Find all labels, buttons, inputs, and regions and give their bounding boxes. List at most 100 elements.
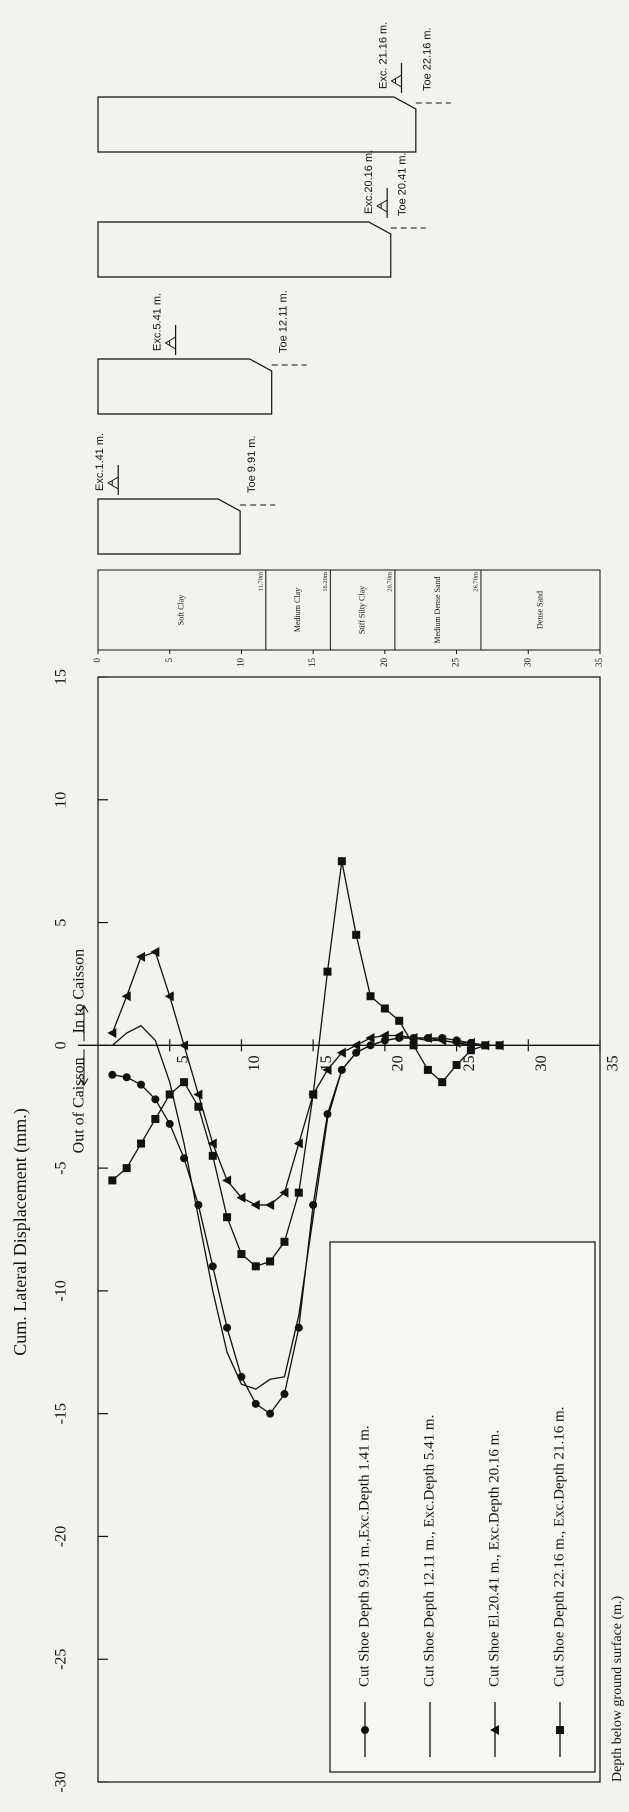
excavation-hatch [391,75,401,87]
soil-column [98,570,600,650]
marker [338,857,346,865]
x-tick-label: -15 [53,1403,70,1424]
excavation-label: Exc. 21.16 m. [377,22,389,89]
marker [137,1140,145,1148]
marker [137,1081,145,1089]
annotation: In to Caisson [71,949,88,1033]
excavation-hatch [377,200,387,212]
layer-boundary-label: 11.70m [257,572,264,591]
marker [209,1152,217,1160]
marker [265,1200,274,1210]
soil-layer-name: Medium Clay [293,588,302,632]
soil-tick-label: 20 [379,658,389,668]
marker [223,1324,231,1332]
marker [166,1090,174,1098]
marker [367,992,375,1000]
marker [323,968,331,976]
marker [237,1250,245,1258]
legend-label: Cut Shoe Depth 9.91 m.,Exc.Depth 1.41 m. [356,1425,372,1687]
marker [166,1120,174,1128]
x-tick-label: -25 [53,1649,70,1670]
marker [381,1005,389,1013]
toe-label: Toe 12.11 m. [278,290,290,353]
marker [252,1400,260,1408]
soil-tick-label: 0 [92,658,102,663]
marker [266,1410,274,1418]
layer-boundary-label: 20.70m [386,572,393,592]
x-tick-label: 10 [53,792,70,808]
rotated-figure: Cum. Lateral Displacement (mm.) Depth be… [10,22,625,1793]
y-tick-label: 10 [246,1055,263,1071]
marker [194,1103,202,1111]
marker [223,1213,231,1221]
marker [209,1262,217,1270]
figure: Cum. Lateral Displacement (mm.) Depth be… [0,0,629,1812]
chart-title: Cum. Lateral Displacement (mm.) [10,1108,31,1355]
marker [556,1726,564,1734]
annotation: Out of Caisson [71,1057,88,1153]
x-tick-label: -5 [53,1161,70,1174]
soil-tick-label: 10 [235,658,245,668]
y-axis-label: Depth below ground surface (m.) [610,1595,625,1782]
x-tick-label: -20 [53,1526,70,1547]
x-tick-label: 15 [53,669,70,685]
excavation-hatch [166,337,176,349]
toe-label: Toe 20.41 m. [397,152,409,216]
marker [108,1071,116,1079]
marker [151,1095,159,1103]
toe-label: Toe 22.16 m. [422,27,434,91]
soil-tick-label: 15 [307,658,317,668]
excavation-label: Exc.1.41 m. [94,433,106,491]
caisson [98,359,272,414]
marker [151,1115,159,1123]
marker [438,1078,446,1086]
caisson [98,222,391,277]
marker [123,1073,131,1081]
excavation-label: Exc.20.16 m. [363,150,375,214]
marker [222,1175,231,1185]
x-tick-label: -10 [53,1280,70,1301]
marker [122,991,131,1001]
toe-label: Toe 9.91 m. [246,436,258,493]
marker [453,1061,461,1069]
legend-label: Cut Shoe Depth 12.11 m., Exc.Depth 5.41 … [421,1415,437,1687]
marker [150,947,159,957]
marker [266,1257,274,1265]
caisson [98,499,240,554]
legend-label: Cut Shoe El.20.41 m., Exc.Depth 20.16 m. [486,1430,502,1687]
soil-tick-label: 25 [451,658,461,668]
marker [107,1028,116,1038]
marker [361,1726,369,1734]
soil-tick-label: 30 [522,658,532,668]
soil-layer-name: Medium Dense Sand [433,576,442,643]
soil-layer-name: Stiff Silty Clay [357,586,366,634]
marker [251,1200,260,1210]
excavation-hatch [108,477,118,489]
legend-label: Cut Shoe Depth 22.16 m., Exc.Depth 21.16… [551,1407,567,1687]
marker [309,1090,317,1098]
soil-tick-label: 5 [164,658,174,663]
y-tick-label: 30 [533,1055,550,1071]
marker [280,1238,288,1246]
marker [424,1066,432,1074]
marker [136,952,145,962]
y-tick-label: 35 [605,1055,622,1071]
layer-boundary-label: 26.70m [472,572,479,592]
x-tick-label: 0 [53,1041,70,1049]
soil-tick-label: 35 [594,658,604,668]
layer-boundary-label: 16.20m [322,572,329,592]
soil-layer-name: Soft Clay [177,595,186,625]
series-line [112,861,499,1266]
marker [123,1164,131,1172]
x-tick-label: -30 [53,1771,70,1792]
y-tick-label: 20 [390,1055,407,1071]
page: {"chart_data": {"type": "line", "title":… [0,0,629,1812]
soil-layer-name: Dense Sand [535,591,544,629]
marker [352,931,360,939]
marker [180,1078,188,1086]
marker [108,1176,116,1184]
marker [481,1041,489,1049]
x-tick-label: 5 [53,919,70,927]
marker [496,1041,504,1049]
marker [252,1262,260,1270]
